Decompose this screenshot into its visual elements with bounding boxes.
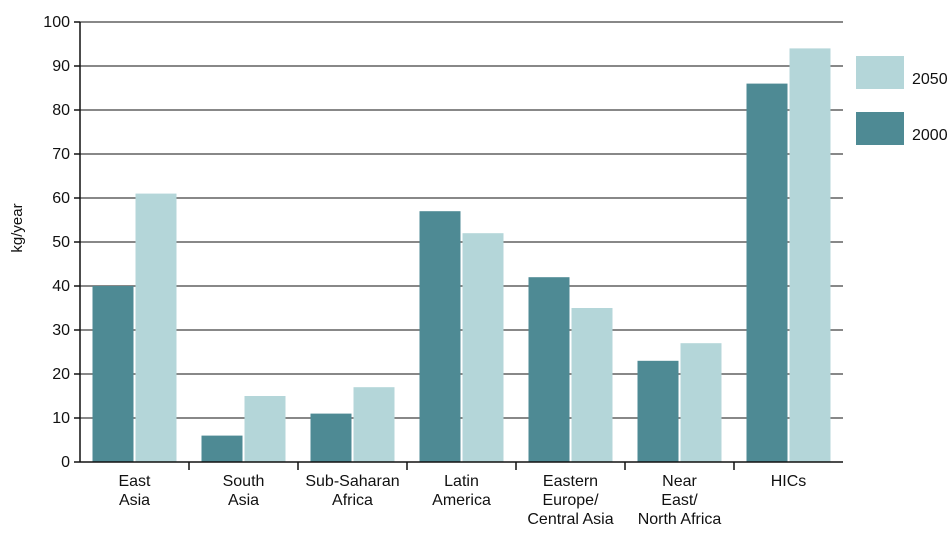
gridlines xyxy=(74,21,843,463)
y-tick-label: 40 xyxy=(52,278,70,295)
bar-2000 xyxy=(746,83,788,462)
bar-2000 xyxy=(201,435,243,462)
x-category-label: HICs xyxy=(771,473,807,490)
y-tick-labels: 0 10 20 30 40 50 60 70 80 90 100 xyxy=(43,14,70,471)
y-tick-label: 70 xyxy=(52,146,70,163)
x-category-label: Latin America xyxy=(432,473,491,509)
x-category-labels: East Asia South Asia Sub-Saharan Africa Latin A… xyxy=(118,473,806,528)
x-category-label: East Asia xyxy=(118,473,151,509)
bar-2050 xyxy=(353,387,395,462)
bar-2050 xyxy=(680,343,722,462)
bar-2050 xyxy=(135,193,177,462)
x-category-label: Eastern Europe/Central Asia xyxy=(527,473,613,528)
bar-2050 xyxy=(571,308,613,462)
y-tick-label: 20 xyxy=(52,366,70,383)
bar-2050 xyxy=(244,396,286,462)
x-category-label: Sub-Saharan Africa xyxy=(305,473,399,509)
x-category-label: South Asia xyxy=(223,473,265,509)
y-tick-label: 30 xyxy=(52,322,70,339)
bar-2000 xyxy=(528,277,570,462)
legend-label-2000: 2000 xyxy=(912,127,948,144)
bar-2050 xyxy=(789,48,831,463)
legend-swatch-2000 xyxy=(856,112,904,145)
y-tick-label: 90 xyxy=(52,58,70,75)
legend: 2050 2000 xyxy=(856,56,948,145)
axes xyxy=(79,22,843,470)
bar-2000 xyxy=(419,211,461,462)
bar-2000 xyxy=(92,286,134,462)
y-tick-label: 50 xyxy=(52,234,70,251)
bar-2050 xyxy=(462,233,504,462)
y-tick-label: 0 xyxy=(61,454,70,471)
y-tick-label: 60 xyxy=(52,190,70,207)
y-tick-label: 10 xyxy=(52,410,70,427)
legend-swatch-2050 xyxy=(856,56,904,89)
y-axis-label: kg/year xyxy=(9,203,26,252)
legend-label-2050: 2050 xyxy=(912,71,948,88)
y-tick-label: 80 xyxy=(52,102,70,119)
bars xyxy=(92,48,831,463)
x-category-label: Near East/North Africa xyxy=(638,473,722,528)
bar-2000 xyxy=(637,360,679,462)
bar-2000 xyxy=(310,413,352,462)
y-tick-label: 100 xyxy=(43,14,70,31)
